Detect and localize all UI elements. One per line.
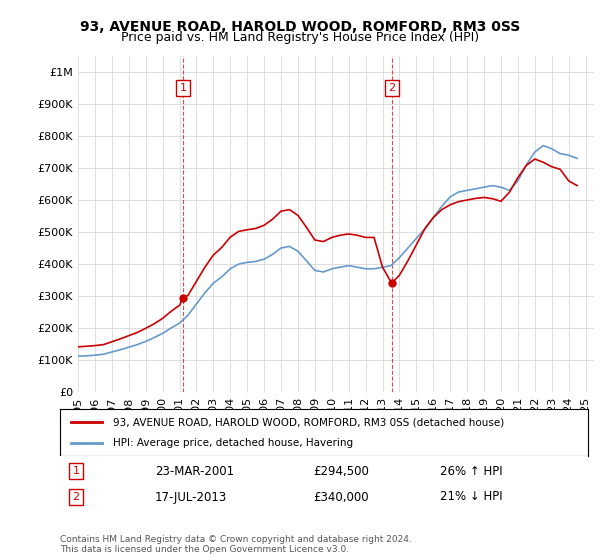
Text: Price paid vs. HM Land Registry's House Price Index (HPI): Price paid vs. HM Land Registry's House … (121, 31, 479, 44)
Text: 2: 2 (72, 492, 79, 502)
Text: 17-JUL-2013: 17-JUL-2013 (155, 491, 227, 503)
Text: 1: 1 (73, 466, 79, 476)
Text: HPI: Average price, detached house, Havering: HPI: Average price, detached house, Have… (113, 438, 353, 448)
Text: 2: 2 (388, 83, 395, 93)
Text: 26% ↑ HPI: 26% ↑ HPI (440, 465, 503, 478)
Text: 23-MAR-2001: 23-MAR-2001 (155, 465, 234, 478)
Text: £340,000: £340,000 (313, 491, 369, 503)
Text: 21% ↓ HPI: 21% ↓ HPI (440, 491, 503, 503)
Text: Contains HM Land Registry data © Crown copyright and database right 2024.
This d: Contains HM Land Registry data © Crown c… (60, 535, 412, 554)
Text: 1: 1 (180, 83, 187, 93)
Text: 93, AVENUE ROAD, HAROLD WOOD, ROMFORD, RM3 0SS: 93, AVENUE ROAD, HAROLD WOOD, ROMFORD, R… (80, 20, 520, 34)
Text: 93, AVENUE ROAD, HAROLD WOOD, ROMFORD, RM3 0SS (detached house): 93, AVENUE ROAD, HAROLD WOOD, ROMFORD, R… (113, 417, 504, 427)
Text: £294,500: £294,500 (313, 465, 370, 478)
